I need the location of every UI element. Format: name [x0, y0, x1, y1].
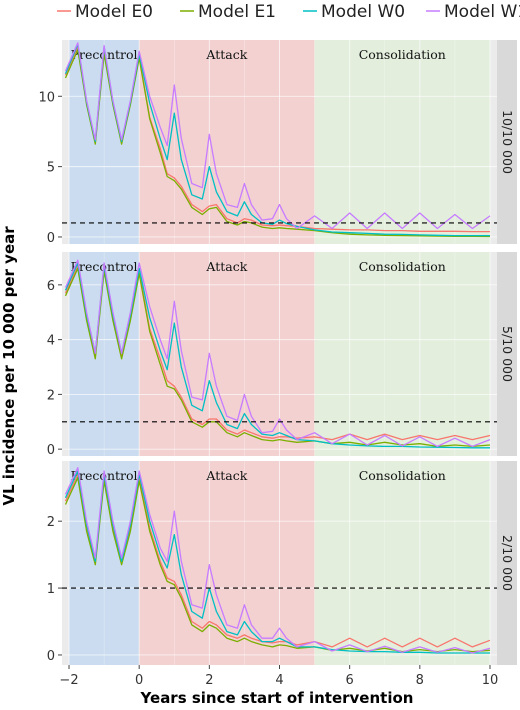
y-tick-label: 0: [47, 443, 55, 458]
x-tick-label: −2: [59, 673, 78, 688]
y-tick-label: 4: [47, 334, 55, 349]
y-tick-label: 0: [47, 231, 55, 246]
y-tick-label: 6: [47, 279, 55, 294]
strip-background: [497, 252, 517, 456]
phase-label: Attack: [205, 259, 247, 274]
y-tick-label: 0: [47, 649, 55, 664]
x-axis: −2 0 2 4 6 8 10: [59, 665, 498, 688]
series-line: [64, 259, 491, 448]
x-axis-title: Years since start of intervention: [140, 689, 414, 707]
strip-background: [497, 461, 517, 665]
strip-label: 2/10 000: [500, 535, 515, 591]
legend: Model E0 Model E1 Model W0 Model W1: [57, 2, 520, 22]
strip-label: 10/10 000: [500, 110, 515, 174]
phase-label: Attack: [205, 47, 247, 62]
y-axis-title: VL incidence per 10 000 per year: [0, 226, 18, 506]
y-tick-label: 2: [47, 515, 55, 530]
y-tick-label: 1: [47, 582, 55, 597]
legend-label: Model E0: [75, 2, 153, 22]
phase-band: [314, 461, 490, 665]
y-tick-label: 2: [47, 388, 55, 403]
series-line: [64, 467, 491, 654]
x-tick-label: 10: [482, 673, 499, 688]
series-line: [64, 267, 491, 448]
phase-band: [139, 40, 315, 244]
phase-band: [314, 252, 490, 456]
x-tick-label: 2: [205, 673, 213, 688]
x-tick-label: 0: [135, 673, 143, 688]
legend-label: Model W1: [444, 2, 520, 22]
x-tick-label: 8: [416, 673, 424, 688]
phase-label: Consolidation: [359, 259, 446, 274]
phase-band: [314, 40, 490, 244]
legend-label: Model E1: [198, 2, 276, 22]
phase-label: Consolidation: [359, 47, 446, 62]
x-tick-label: 4: [275, 673, 283, 688]
y-tick-label: 10: [38, 90, 55, 105]
y-tick-label: 5: [47, 161, 55, 176]
strip-background: [497, 40, 517, 244]
series-line: [64, 470, 490, 654]
phase-label: Attack: [205, 468, 247, 483]
phase-label: Consolidation: [359, 468, 446, 483]
series-line: [64, 477, 491, 653]
strip-label: 5/10 000: [500, 326, 515, 382]
series-line: [64, 42, 491, 230]
legend-label: Model W0: [321, 2, 405, 22]
x-tick-label: 6: [346, 673, 354, 688]
